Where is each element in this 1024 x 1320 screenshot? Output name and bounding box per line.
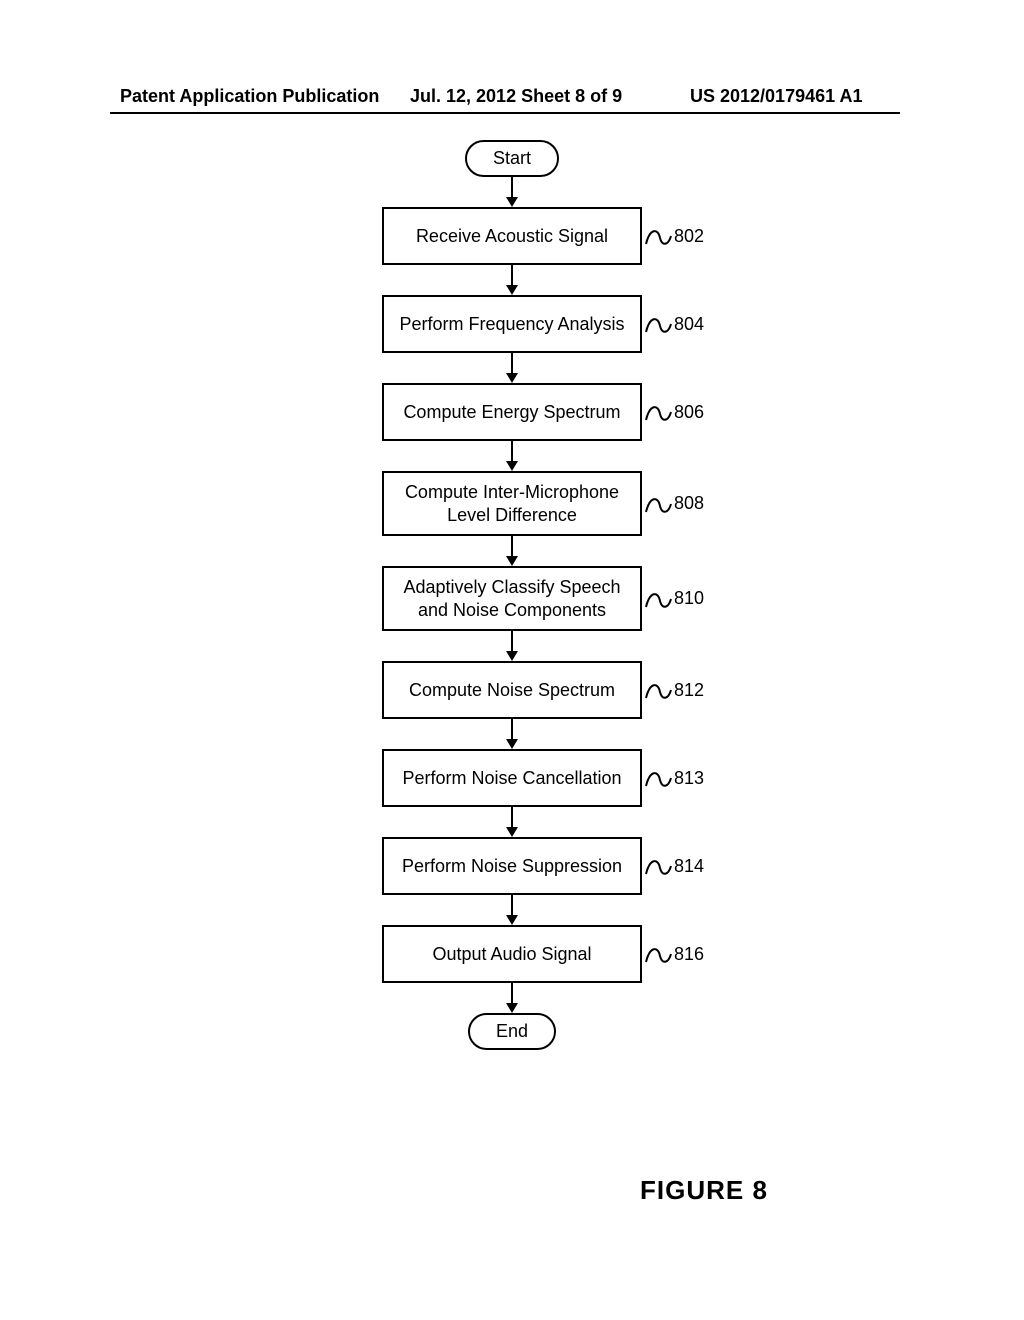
page: Patent Application Publication Jul. 12, … — [0, 0, 1024, 1320]
flow-step: Compute Noise Spectrum812 — [382, 661, 642, 719]
process-box: Receive Acoustic Signal — [382, 207, 642, 265]
flow-arrow — [506, 265, 518, 295]
header-right: US 2012/0179461 A1 — [690, 86, 862, 107]
flow-arrow — [506, 441, 518, 471]
reference-number: 806 — [674, 402, 704, 423]
process-box: Output Audio Signal — [382, 925, 642, 983]
reference-number: 812 — [674, 680, 704, 701]
process-box: Perform Noise Cancellation — [382, 749, 642, 807]
flow-step: Perform Noise Cancellation813 — [382, 749, 642, 807]
process-box: Perform Noise Suppression — [382, 837, 642, 895]
flow-step: Perform Noise Suppression814 — [382, 837, 642, 895]
flow-arrow — [506, 177, 518, 207]
flow-step: Receive Acoustic Signal802 — [382, 207, 642, 265]
reference-callout: 804 — [644, 312, 704, 336]
process-box: Compute Noise Spectrum — [382, 661, 642, 719]
reference-number: 802 — [674, 226, 704, 247]
reference-callout: 810 — [644, 587, 704, 611]
flow-arrow — [506, 719, 518, 749]
process-box: Perform Frequency Analysis — [382, 295, 642, 353]
flow-arrow — [506, 536, 518, 566]
reference-number: 810 — [674, 588, 704, 609]
reference-callout: 814 — [644, 854, 704, 878]
flow-step: Adaptively Classify Speech and Noise Com… — [382, 566, 642, 631]
process-box: Compute Energy Spectrum — [382, 383, 642, 441]
flow-arrow — [506, 353, 518, 383]
reference-callout: 802 — [644, 224, 704, 248]
reference-number: 816 — [674, 944, 704, 965]
reference-number: 804 — [674, 314, 704, 335]
reference-callout: 806 — [644, 400, 704, 424]
header-left: Patent Application Publication — [120, 86, 379, 107]
header-rule — [110, 112, 900, 114]
reference-callout: 816 — [644, 942, 704, 966]
flow-step: Perform Frequency Analysis804 — [382, 295, 642, 353]
flow-arrow — [506, 895, 518, 925]
flow-step: Output Audio Signal816 — [382, 925, 642, 983]
flow-arrow — [506, 631, 518, 661]
flowchart: StartReceive Acoustic Signal802Perform F… — [0, 140, 1024, 1050]
process-box: Adaptively Classify Speech and Noise Com… — [382, 566, 642, 631]
reference-number: 813 — [674, 768, 704, 789]
figure-label: FIGURE 8 — [640, 1175, 768, 1206]
reference-number: 808 — [674, 493, 704, 514]
flow-arrow — [506, 983, 518, 1013]
flow-step: Compute Energy Spectrum806 — [382, 383, 642, 441]
reference-callout: 813 — [644, 766, 704, 790]
process-box: Compute Inter-Microphone Level Differenc… — [382, 471, 642, 536]
end-terminator: End — [468, 1013, 556, 1050]
flow-arrow — [506, 807, 518, 837]
header-middle: Jul. 12, 2012 Sheet 8 of 9 — [410, 86, 622, 107]
reference-number: 814 — [674, 856, 704, 877]
flow-step: Compute Inter-Microphone Level Differenc… — [382, 471, 642, 536]
reference-callout: 812 — [644, 678, 704, 702]
start-terminator: Start — [465, 140, 559, 177]
reference-callout: 808 — [644, 492, 704, 516]
